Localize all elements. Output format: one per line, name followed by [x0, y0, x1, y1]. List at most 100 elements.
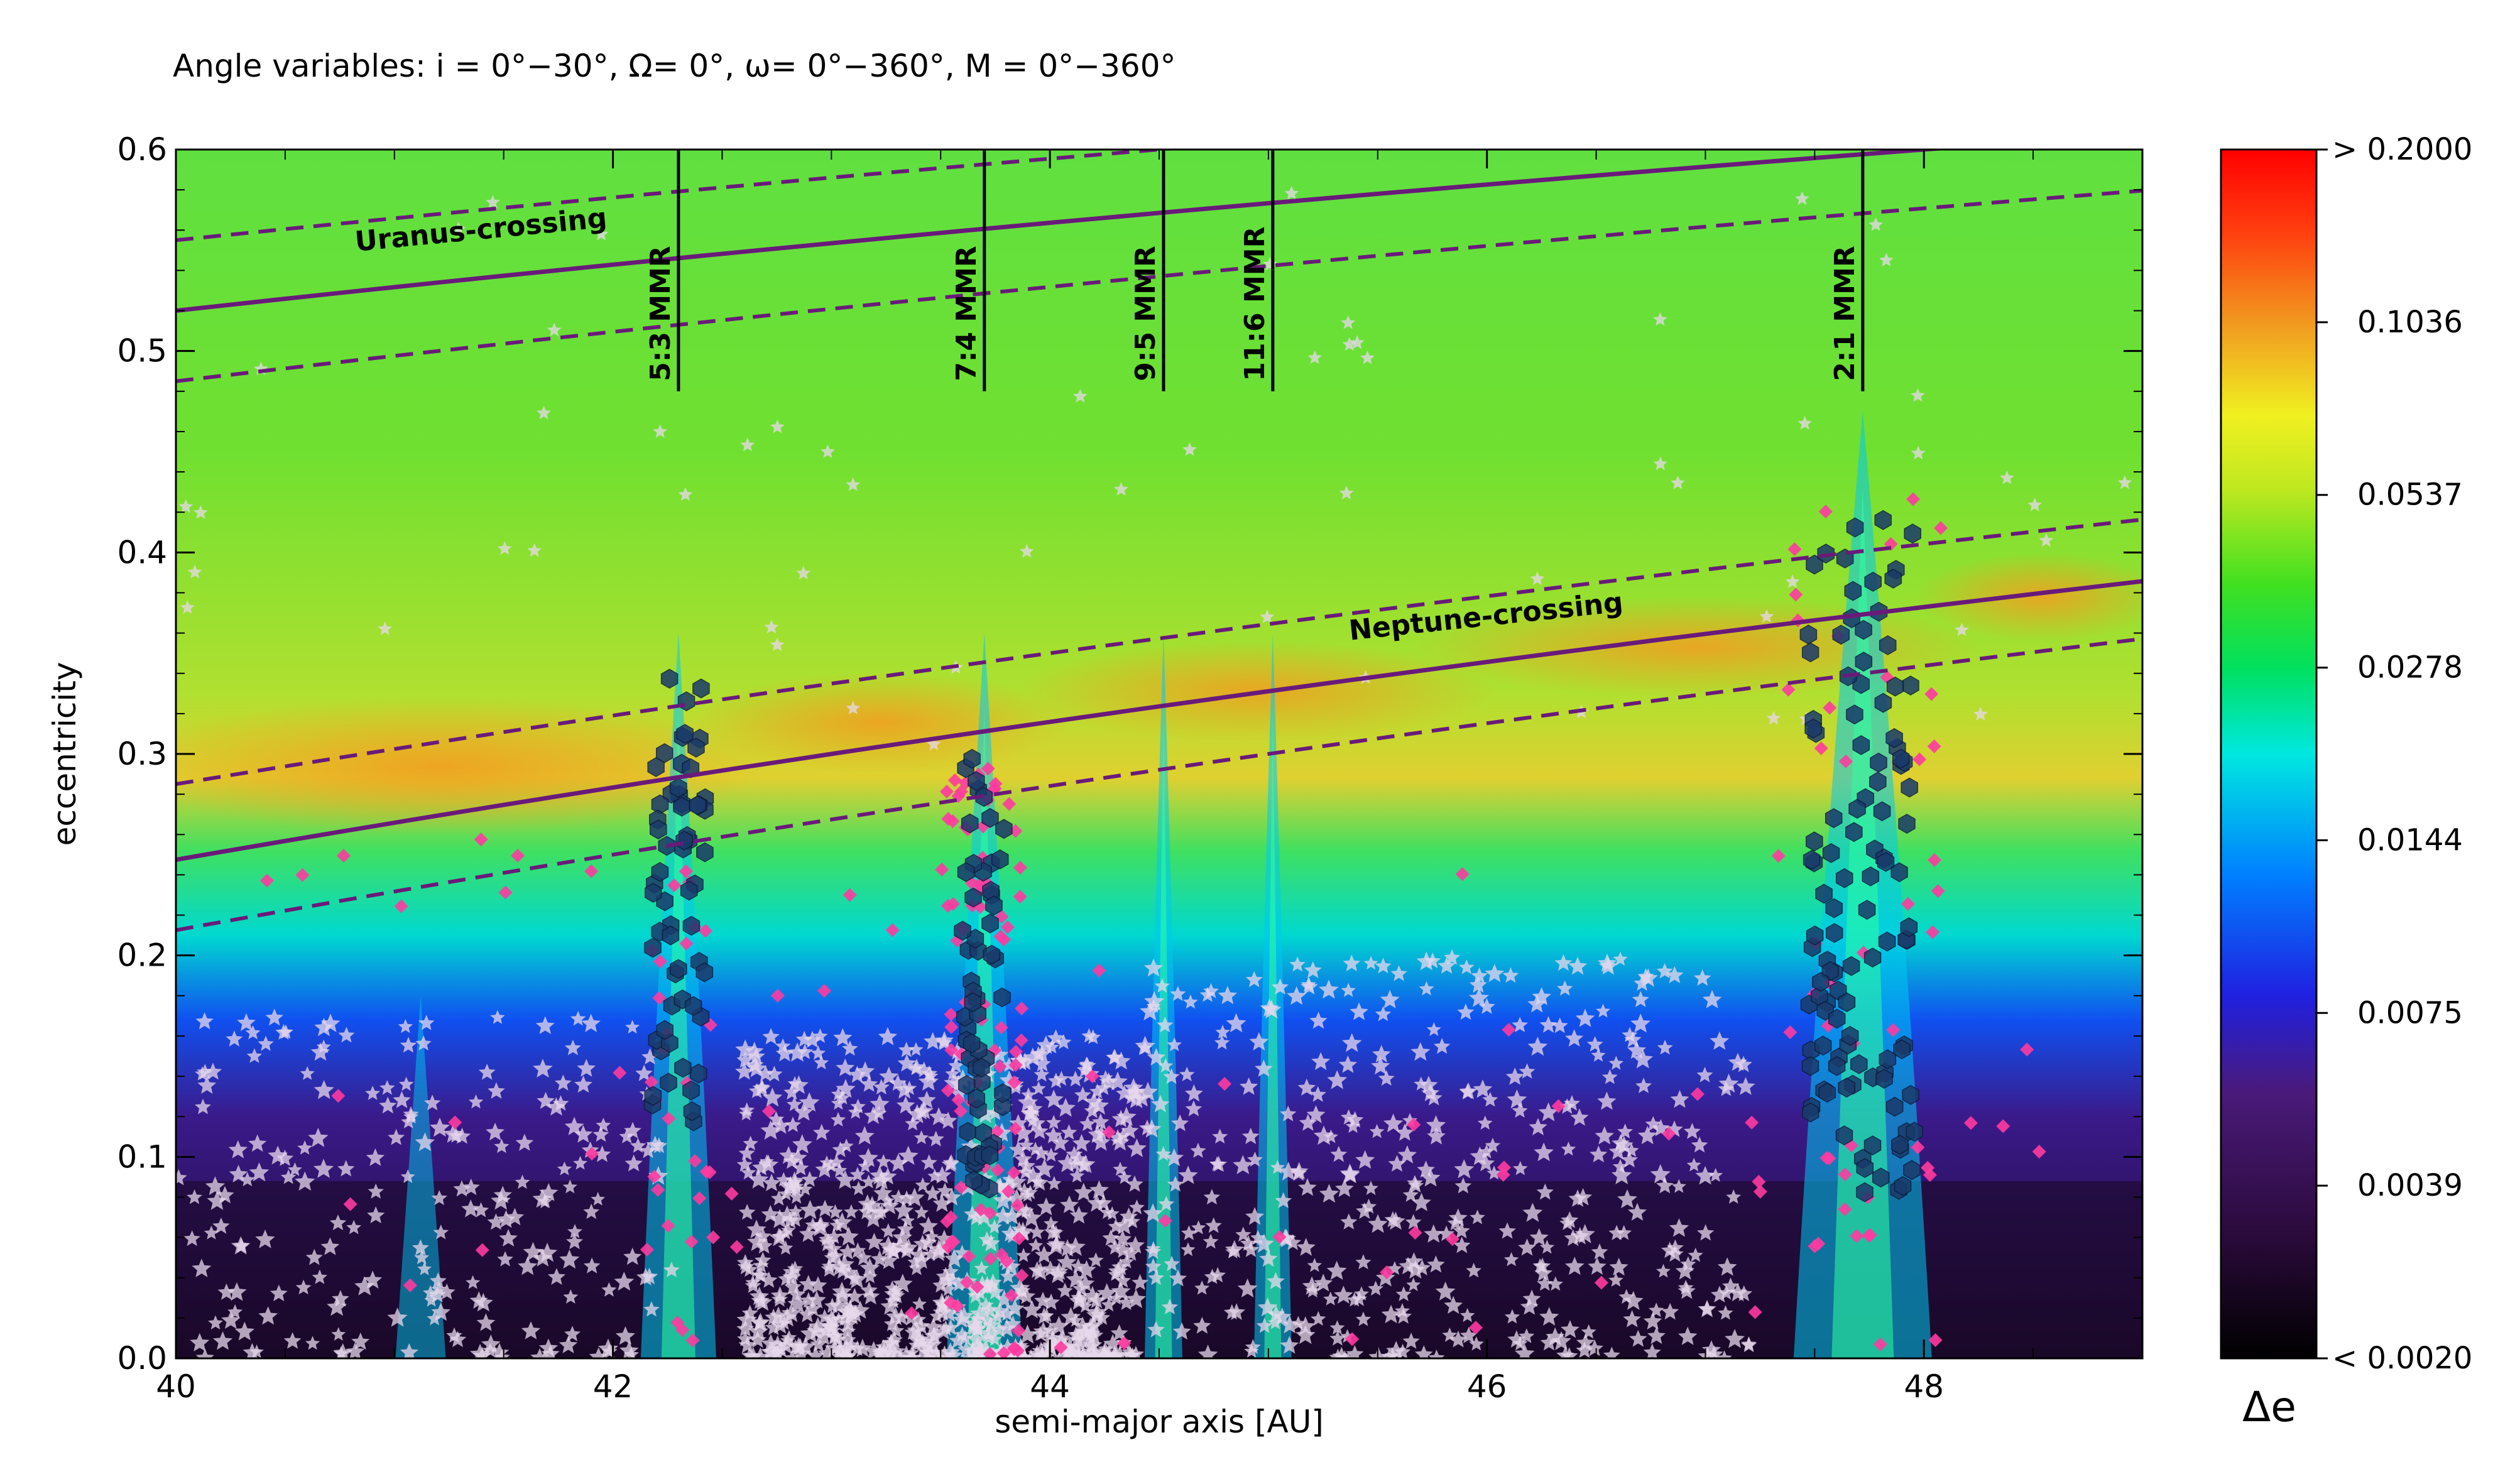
diamond-marker [403, 1278, 417, 1292]
star-marker [919, 1343, 937, 1358]
star-marker [1137, 1040, 1153, 1055]
star-marker [329, 1214, 347, 1231]
hexagon-marker [696, 842, 714, 863]
star-marker [287, 1162, 302, 1176]
star-marker [1143, 958, 1164, 977]
star-marker [1048, 1225, 1064, 1240]
star-marker [195, 1348, 214, 1358]
diamond-marker [295, 868, 310, 882]
hexagon-marker [656, 1020, 674, 1040]
star-marker [1341, 1165, 1360, 1184]
diamond-marker [1345, 1332, 1360, 1346]
star-marker [1311, 1052, 1331, 1071]
star-marker [1084, 1326, 1104, 1345]
star-marker [748, 1169, 769, 1189]
star-marker [974, 1260, 990, 1275]
star-marker [491, 1191, 511, 1210]
star-marker [581, 1013, 601, 1032]
star-marker [1190, 1142, 1206, 1158]
star-marker [1275, 1192, 1292, 1208]
hexagon-marker [1903, 1160, 1921, 1181]
star-marker [1089, 1180, 1109, 1199]
star-marker [537, 1091, 555, 1109]
star-marker [814, 1055, 829, 1069]
star-marker [1158, 1196, 1175, 1211]
star-marker [601, 1343, 618, 1358]
star-marker [2117, 475, 2132, 489]
hexagon-marker [677, 691, 696, 712]
star-marker [1532, 1258, 1547, 1273]
star-marker [904, 1187, 925, 1207]
star-marker [1637, 1125, 1657, 1145]
star-marker [900, 1213, 915, 1228]
star-marker [819, 1231, 834, 1247]
star-marker [890, 1189, 907, 1205]
star-marker [1427, 1127, 1446, 1145]
hexagon-marker [1852, 735, 1870, 755]
star-marker [1677, 1280, 1694, 1295]
star-marker [970, 1344, 986, 1358]
star-marker [190, 1333, 210, 1351]
star-marker [888, 1323, 905, 1338]
hexagon-marker [696, 962, 714, 983]
star-marker [1267, 1272, 1285, 1289]
hexagon-marker [1893, 1039, 1911, 1059]
star-marker [1538, 1102, 1559, 1121]
hexagon-marker [1901, 777, 1918, 798]
star-marker [1226, 1013, 1246, 1033]
hexagon-marker [1846, 704, 1863, 725]
star-marker [908, 1042, 924, 1056]
star-marker [1031, 1081, 1046, 1095]
star-marker [1061, 1342, 1077, 1358]
star-marker [1076, 1154, 1096, 1174]
star-marker [1022, 1104, 1039, 1121]
star-marker [1046, 1236, 1066, 1255]
star-marker [1172, 1322, 1191, 1340]
star-marker [614, 1272, 635, 1291]
diamond-marker [1901, 897, 1915, 911]
star-marker [1518, 1238, 1536, 1256]
resonance-label: 7:4 MMR [951, 246, 983, 381]
diamond-marker [993, 1059, 1007, 1074]
resonance-label: 11:6 MMR [1239, 227, 1271, 381]
star-marker [1179, 1066, 1195, 1081]
hexagon-marker [964, 992, 981, 1012]
star-marker [601, 1282, 617, 1297]
star-marker [1551, 1017, 1568, 1034]
diamond-marker [1863, 1228, 1877, 1243]
star-marker [1000, 1268, 1017, 1284]
hexagon-marker [1835, 868, 1853, 888]
star-marker [1557, 980, 1573, 996]
star-marker [308, 1128, 329, 1147]
star-marker [880, 1251, 898, 1269]
star-marker [1415, 1345, 1433, 1358]
star-marker [800, 1199, 821, 1219]
star-marker [1002, 1206, 1022, 1225]
star-marker [1395, 1307, 1412, 1324]
star-marker [1766, 711, 1781, 725]
star-marker [466, 1275, 481, 1289]
star-marker [573, 1155, 587, 1170]
diamond-marker [679, 936, 694, 951]
star-marker [1999, 470, 2014, 484]
hexagon-marker [1844, 581, 1862, 601]
star-marker [739, 1102, 755, 1117]
star-marker [860, 1075, 878, 1092]
hexagon-marker [684, 996, 702, 1017]
star-marker [1061, 1124, 1077, 1140]
star-marker [487, 1213, 505, 1230]
star-marker [927, 1169, 942, 1183]
star-marker [1647, 1326, 1666, 1345]
hexagon-marker [1874, 692, 1892, 713]
star-marker [1421, 1168, 1441, 1187]
star-marker [589, 1347, 608, 1358]
star-marker [176, 1169, 187, 1186]
star-marker [1203, 983, 1219, 998]
hexagon-marker [1875, 1069, 1893, 1089]
star-marker [640, 1267, 658, 1285]
star-marker [1069, 1150, 1088, 1167]
star-marker [213, 1331, 232, 1350]
hexagon-marker [965, 1170, 983, 1191]
star-marker [927, 1130, 944, 1147]
diamond-marker [941, 1083, 955, 1098]
